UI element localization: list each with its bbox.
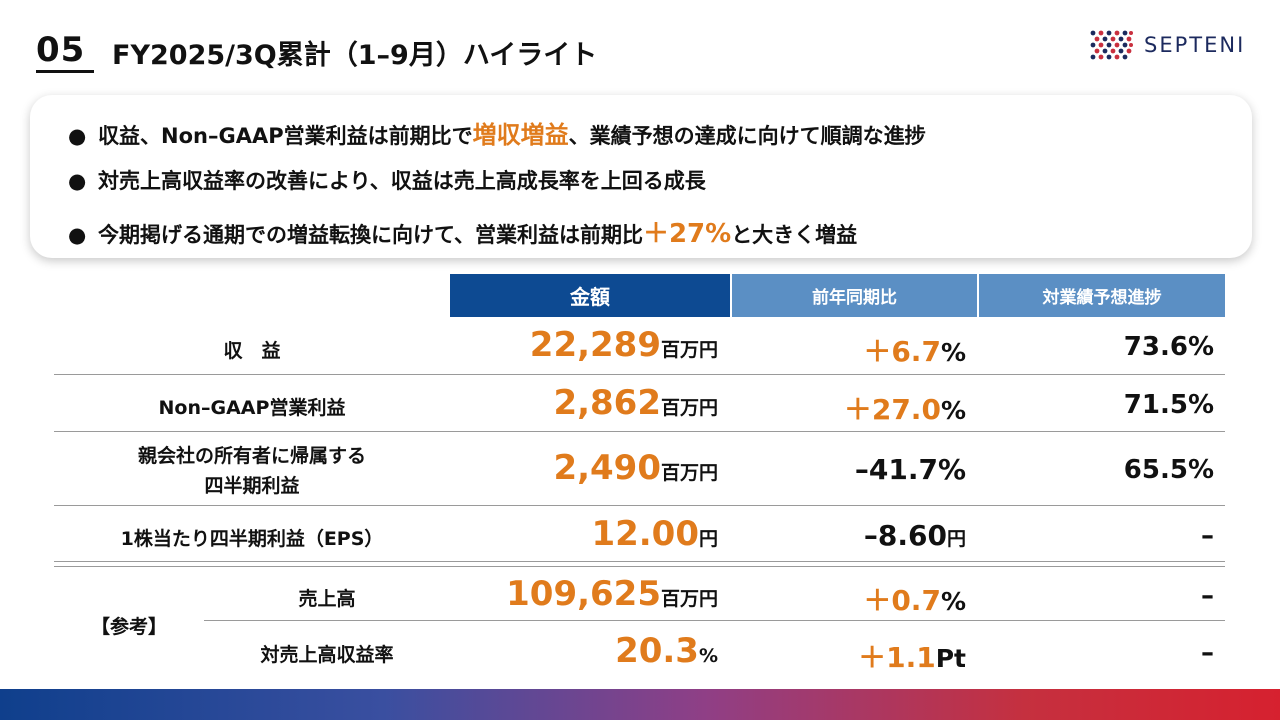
septeni-logo: SEPTENI <box>1090 28 1245 62</box>
amount-unit: 百万円 <box>660 339 718 361</box>
bullet-icon: ● <box>68 124 87 148</box>
row-label-net-income-line2: 四半期利益 <box>204 475 300 497</box>
amount-sales: 109,625百万円 <box>506 574 718 614</box>
column-header-yoy: 前年同期比 <box>732 274 977 317</box>
highlight-item-2: ● 対売上高収益率の改善により、収益は売上高成長率を上回る成長 <box>68 165 706 195</box>
yoy-unit: Pt <box>935 644 966 673</box>
yoy-unit: % <box>940 338 966 367</box>
highlight-item-1: ● 収益、Non–GAAP営業利益は前期比で増収増益、業績予想の達成に向けて順調な… <box>68 115 926 150</box>
section-number: 05 <box>36 30 86 70</box>
highlight-2-text: 対売上高収益率の改善により、収益は売上高成長率を上回る成長 <box>98 169 706 193</box>
amount-net-income: 2,490百万円 <box>553 448 718 488</box>
row-divider <box>54 374 1225 375</box>
highlight-1-post: 、業績予想の達成に向けて順調な進捗 <box>568 124 926 148</box>
section-number-underline <box>36 70 94 73</box>
septeni-logo-mark-icon <box>1090 30 1133 60</box>
row-label-eps: 1株当たり四半期利益（EPS） <box>120 528 384 550</box>
logo-text: SEPTENI <box>1144 33 1246 57</box>
progress-nongaap: 71.5% <box>1123 390 1214 420</box>
amount-value: 22,289 <box>529 325 661 365</box>
yoy-value: ＋27.0 <box>843 393 941 426</box>
highlights-box: ● 収益、Non–GAAP営業利益は前期比で増収増益、業績予想の達成に向けて順調な… <box>30 95 1252 258</box>
yoy-unit: % <box>940 587 966 616</box>
row-label-revenue: 収 益 <box>223 340 281 362</box>
progress-eps: – <box>1201 521 1214 551</box>
yoy-value: ＋6.7 <box>863 335 941 368</box>
amount-unit: 百万円 <box>660 462 718 484</box>
column-header-amount: 金額 <box>450 274 730 317</box>
yoy-unit: % <box>940 396 966 425</box>
amount-unit: 百万円 <box>660 588 718 610</box>
highlight-3-post: と大きく増益 <box>731 223 858 247</box>
yoy-unit: 円 <box>946 528 966 550</box>
yoy-value: ＋0.7 <box>863 584 941 617</box>
bullet-icon: ● <box>68 223 87 247</box>
row-label-sales: 売上高 <box>298 588 356 610</box>
progress-revenue-ratio: – <box>1201 638 1214 668</box>
amount-unit: % <box>698 645 718 667</box>
row-label-net-income-line1: 親会社の所有者に帰属する <box>137 445 366 467</box>
yoy-sales: ＋0.7% <box>863 579 966 619</box>
column-header-progress: 対業績予想進捗 <box>979 274 1225 317</box>
row-label-revenue-ratio: 対売上高収益率 <box>260 644 394 666</box>
row-divider <box>54 505 1225 506</box>
yoy-nongaap: ＋27.0% <box>844 388 966 428</box>
progress-sales: – <box>1201 581 1214 611</box>
amount-value: 2,862 <box>553 383 661 423</box>
highlight-1-pre: 収益、Non–GAAP営業利益は前期比で <box>98 124 473 148</box>
row-divider <box>54 566 1225 567</box>
yoy-net-income: –41.7% <box>855 453 966 486</box>
yoy-value: –8.60 <box>863 519 947 552</box>
row-divider <box>204 620 1225 621</box>
row-divider <box>54 561 1225 562</box>
amount-unit: 百万円 <box>660 397 718 419</box>
reference-group-label: 【参考】 <box>90 616 167 638</box>
amount-nongaap: 2,862百万円 <box>553 383 718 423</box>
yoy-eps: –8.60円 <box>864 519 966 552</box>
yoy-value: –41.7% <box>854 453 966 486</box>
amount-value: 20.3 <box>615 631 699 671</box>
amount-revenue-ratio: 20.3% <box>615 631 718 671</box>
amount-value: 12.00 <box>591 514 699 554</box>
yoy-value: ＋1.1 <box>858 641 936 674</box>
highlight-3-accent: ＋27% <box>642 219 732 249</box>
highlight-3-pre: 今期掲げる通期での増益転換に向けて、営業利益は前期比 <box>98 223 643 247</box>
highlight-1-accent: 増収増益 <box>472 121 569 149</box>
amount-unit: 円 <box>698 528 718 550</box>
amount-revenue: 22,289百万円 <box>530 325 718 365</box>
amount-value: 2,490 <box>553 448 661 488</box>
page-title: FY2025/3Q累計（1–9月）ハイライト <box>112 40 598 71</box>
row-divider <box>54 431 1225 432</box>
amount-value: 109,625 <box>506 574 661 614</box>
yoy-revenue-ratio: ＋1.1Pt <box>858 636 966 676</box>
yoy-revenue: ＋6.7% <box>863 330 966 370</box>
progress-revenue: 73.6% <box>1123 332 1214 362</box>
highlight-item-3: ● 今期掲げる通期での増益転換に向けて、営業利益は前期比＋27%と大きく増益 <box>68 213 857 250</box>
progress-net-income: 65.5% <box>1123 455 1214 485</box>
bullet-icon: ● <box>68 169 87 193</box>
row-label-nongaap: Non–GAAP営業利益 <box>158 397 346 419</box>
amount-eps: 12.00円 <box>591 514 718 554</box>
footer-gradient-bar <box>0 689 1280 720</box>
